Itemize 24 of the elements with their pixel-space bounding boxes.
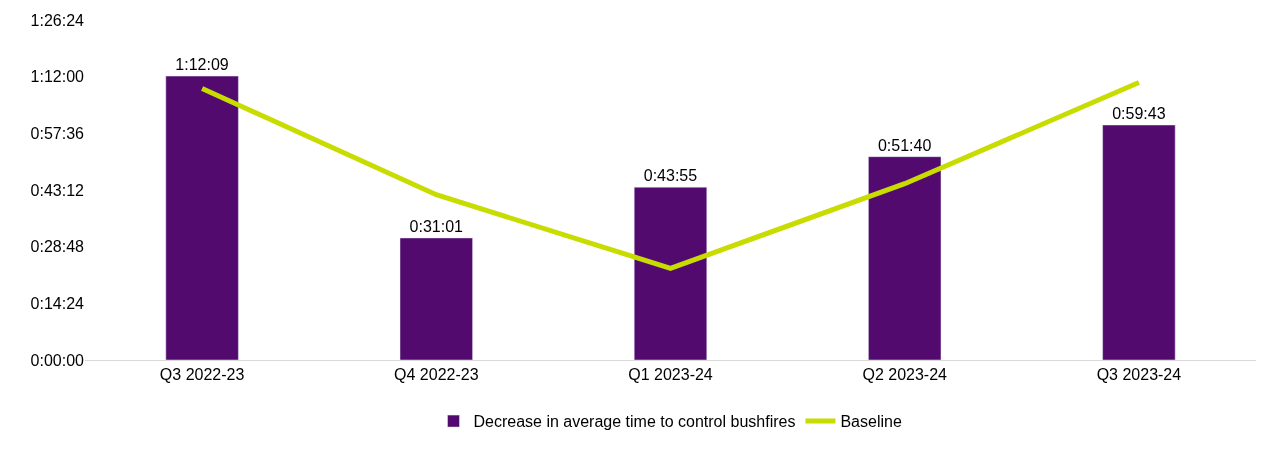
x-tick-label: Q4 2022-23 — [394, 366, 479, 384]
y-tick-label: 1:26:24 — [30, 11, 85, 29]
y-tick-label: 0:43:12 — [30, 181, 85, 199]
legend-label: Decrease in average time to control bushfires — [473, 413, 796, 431]
data-label: 0:31:01 — [409, 217, 464, 235]
data-label: 0:43:55 — [643, 167, 698, 185]
y-tick-label: 0:00:00 — [30, 351, 85, 369]
x-tick-label: Q3 2022-23 — [159, 366, 245, 384]
bar — [165, 75, 239, 360]
y-tick-label: 1:12:00 — [30, 68, 85, 86]
bar — [633, 186, 708, 360]
bar — [868, 156, 942, 360]
bar — [1102, 124, 1176, 360]
x-tick-label: Q1 2023-24 — [628, 366, 713, 384]
x-tick-label: Q2 2023-24 — [862, 366, 948, 384]
data-label: 1:12:09 — [175, 56, 229, 74]
legend-label: Baseline — [840, 413, 902, 431]
y-tick-label: 0:57:36 — [30, 124, 85, 142]
y-tick-label: 0:14:24 — [30, 294, 85, 312]
data-label: 0:51:40 — [877, 136, 932, 154]
bar — [399, 237, 473, 360]
y-tick-label: 0:28:48 — [30, 238, 85, 256]
data-label: 0:59:43 — [1112, 105, 1166, 122]
x-tick-label: Q3 2023-24 — [1096, 366, 1182, 384]
